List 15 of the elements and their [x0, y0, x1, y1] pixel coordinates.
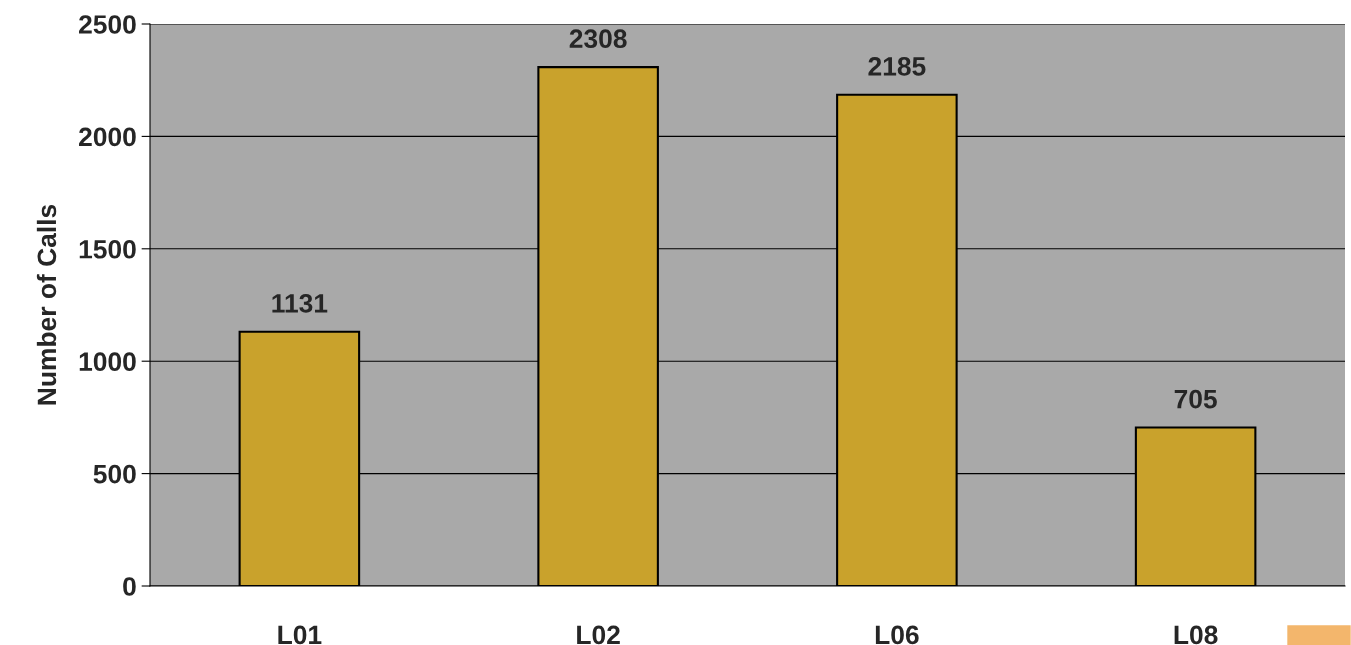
- y-axis-title: Number of Calls: [36, 204, 57, 405]
- y-tick-label: 1000: [79, 352, 136, 372]
- y-tick-label: 500: [93, 464, 136, 484]
- y-tick-label: 2000: [79, 127, 136, 147]
- y-tick-label: 0: [123, 577, 136, 596]
- x-tick-label: L08: [1174, 625, 1218, 645]
- data-label: 1131: [272, 293, 328, 313]
- y-tick-label: 2500: [79, 15, 136, 34]
- x-tick-label: L06: [875, 625, 919, 645]
- data-label: 2185: [868, 57, 926, 76]
- x-tick-label: L01: [278, 625, 322, 645]
- data-label: 2308: [569, 29, 627, 49]
- y-tick-label: 1500: [79, 239, 136, 259]
- x-tick-label: L02: [577, 625, 620, 645]
- data-label: 705: [1174, 389, 1217, 409]
